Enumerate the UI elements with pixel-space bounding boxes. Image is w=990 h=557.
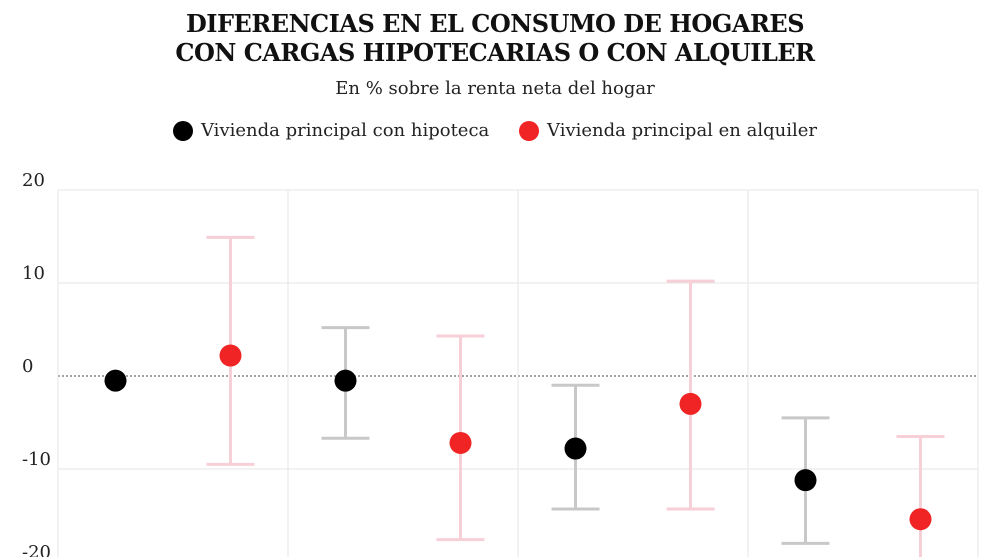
data-points <box>104 344 932 531</box>
data-point <box>794 469 817 492</box>
error-bar <box>896 434 945 557</box>
y-tick-label: 10 <box>22 263 45 284</box>
y-tick-label: -10 <box>22 449 51 470</box>
data-point <box>219 344 242 367</box>
legend-dot-alquiler <box>519 120 540 141</box>
data-point <box>679 392 702 415</box>
chart-title: DIFERENCIAS EN EL CONSUMO DE HOGARES CON… <box>0 9 990 67</box>
chart-title-line-1: DIFERENCIAS EN EL CONSUMO DE HOGARES <box>185 9 805 38</box>
y-tick-label: 0 <box>22 356 33 377</box>
data-point <box>104 369 127 392</box>
legend-dot-hipoteca <box>173 120 193 141</box>
error-bars <box>206 235 945 557</box>
data-point <box>909 508 932 531</box>
grid <box>57 189 979 557</box>
chart-title-line-2: CON CARGAS HIPOTECARIAS O CON ALQUILER <box>175 38 815 67</box>
data-point <box>449 431 472 454</box>
legend-label-hipoteca: Vivienda principal con hipoteca <box>201 120 490 141</box>
legend-item-hipoteca: Vivienda principal con hipoteca <box>173 120 489 141</box>
y-tick-label: 20 <box>22 170 45 191</box>
y-tick-label: -20 <box>22 542 51 557</box>
legend-label-alquiler: Vivienda principal en alquiler <box>547 120 817 141</box>
data-point <box>334 369 357 392</box>
chart-subtitle: En % sobre la renta neta del hogar <box>335 78 655 99</box>
legend-item-alquiler: Vivienda principal en alquiler <box>519 120 817 141</box>
legend: Vivienda principal con hipoteca Vivienda… <box>0 120 990 146</box>
y-axis: 20 10 0 -10 -20 <box>22 170 51 557</box>
data-point <box>564 437 587 460</box>
